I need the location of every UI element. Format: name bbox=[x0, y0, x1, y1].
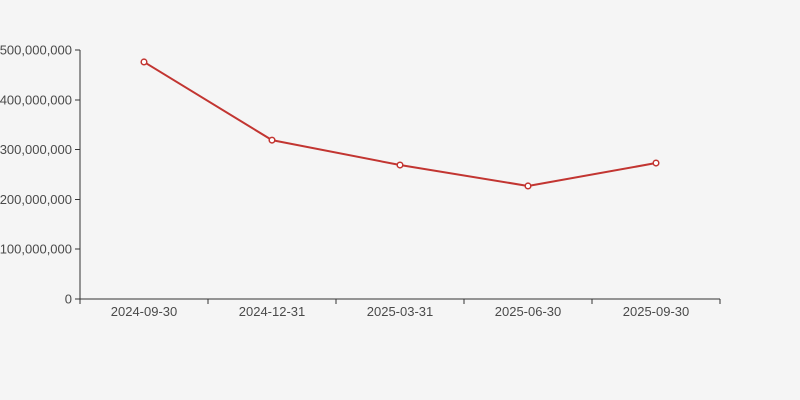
data-point-marker[interactable] bbox=[652, 159, 660, 167]
data-point-marker[interactable] bbox=[524, 182, 532, 190]
y-axis-label: 0 bbox=[65, 292, 72, 307]
y-axis-label: 500,000,000 bbox=[0, 43, 72, 58]
data-point-marker[interactable] bbox=[396, 161, 404, 169]
data-point-marker[interactable] bbox=[268, 136, 276, 144]
x-axis-label: 2024-12-31 bbox=[239, 304, 306, 319]
x-axis-label: 2024-09-30 bbox=[111, 304, 178, 319]
x-axis-label: 2025-03-31 bbox=[367, 304, 434, 319]
data-point-marker[interactable] bbox=[140, 58, 148, 66]
x-axis-label: 2025-06-30 bbox=[495, 304, 562, 319]
y-axis-label: 400,000,000 bbox=[0, 92, 72, 107]
y-axis-label: 200,000,000 bbox=[0, 192, 72, 207]
x-axis-label: 2025-09-30 bbox=[623, 304, 690, 319]
y-axis-label: 100,000,000 bbox=[0, 242, 72, 257]
y-axis-label: 300,000,000 bbox=[0, 142, 72, 157]
